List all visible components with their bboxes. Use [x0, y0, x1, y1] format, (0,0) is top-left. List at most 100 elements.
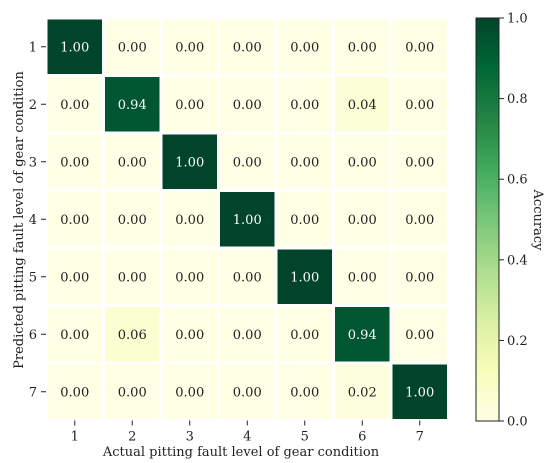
cell-value-label: 1.00 [290, 270, 319, 285]
cell-value-label: 0.00 [233, 270, 262, 285]
heatmap-cell-r4-c3 [162, 192, 217, 247]
heatmap-cell-r1-c5 [277, 19, 332, 74]
heatmap-cell-r2-c4 [220, 77, 275, 132]
heatmap-cell-r7-c4 [220, 364, 275, 419]
heatmap-cell-r5-c5 [277, 249, 332, 304]
y-tick-label: 4 [29, 213, 37, 228]
cell-value-label: 1.00 [175, 155, 204, 170]
cell-value-label: 0.04 [348, 98, 377, 113]
cell-value-label: 0.00 [60, 270, 89, 285]
heatmap-cell-r7-c3 [162, 364, 217, 419]
cell-value-label: 0.00 [233, 40, 262, 55]
x-tick-label: 5 [301, 430, 309, 445]
heatmap-cell-r1-c6 [335, 19, 390, 74]
heatmap-cell-r7-c2 [105, 364, 160, 419]
heatmap-cell-r1-c7 [392, 19, 447, 74]
heatmap-cell-r2-c6 [335, 77, 390, 132]
cell-value-label: 0.00 [348, 155, 377, 170]
cell-value-label: 0.00 [405, 40, 434, 55]
heatmap-cell-r7-c7 [392, 364, 447, 419]
cell-value-label: 0.00 [290, 213, 319, 228]
cell-value-label: 0.02 [348, 385, 377, 400]
heatmap-cell-r6-c6 [335, 307, 390, 362]
cell-value-label: 0.00 [175, 98, 204, 113]
x-tick-label: 4 [243, 430, 251, 445]
cell-value-label: 0.00 [290, 385, 319, 400]
cell-value-label: 0.00 [60, 328, 89, 343]
colorbar-tick-label: 1.0 [507, 12, 528, 27]
cell-value-label: 0.00 [348, 213, 377, 228]
cell-value-label: 0.00 [348, 40, 377, 55]
colorbar-label: Accuracy [530, 189, 545, 252]
y-axis-ticks: 1 2 3 4 5 6 7 [29, 40, 46, 400]
heatmap-cell-r3-c1 [47, 134, 102, 189]
heatmap-cell-r6-c5 [277, 307, 332, 362]
x-tick-label: 3 [186, 430, 194, 445]
cell-value-label: 0.00 [290, 328, 319, 343]
cell-value-label: 0.00 [348, 270, 377, 285]
heatmap-cell-r5-c6 [335, 249, 390, 304]
heatmap-cell-r3-c5 [277, 134, 332, 189]
heatmap-cell-r6-c1 [47, 307, 102, 362]
heatmap-cell-r6-c3 [162, 307, 217, 362]
heatmap-cell-r4-c7 [392, 192, 447, 247]
heatmap-cell-r6-c4 [220, 307, 275, 362]
x-axis-label: Actual pitting fault level of gear condi… [102, 445, 380, 460]
heatmap-cell-r2-c7 [392, 77, 447, 132]
cell-value-label: 0.00 [175, 270, 204, 285]
heatmap-cell-r4-c5 [277, 192, 332, 247]
cell-value-label: 0.00 [118, 270, 147, 285]
cell-value-label: 0.00 [405, 270, 434, 285]
heatmap-cell-r4-c2 [105, 192, 160, 247]
cell-value-label: 0.94 [118, 98, 147, 113]
cell-value-label: 0.00 [290, 155, 319, 170]
cell-value-label: 0.00 [60, 155, 89, 170]
y-tick-label: 5 [29, 270, 37, 285]
colorbar-tick-label: 0.2 [507, 334, 528, 349]
x-tick-label: 6 [358, 430, 366, 445]
y-tick-label: 1 [29, 40, 37, 55]
x-tick-label: 2 [128, 430, 136, 445]
cell-value-label: 1.00 [233, 213, 262, 228]
heatmap-cell-r4-c6 [335, 192, 390, 247]
heatmap-cell-r1-c4 [220, 19, 275, 74]
heatmap-cell-r6-c7 [392, 307, 447, 362]
x-tick-label: 1 [71, 430, 79, 445]
cell-value-label: 1.00 [60, 40, 89, 55]
cell-value-label: 0.00 [290, 98, 319, 113]
cell-value-label: 0.00 [118, 40, 147, 55]
heatmap-cell-r3-c3 [162, 134, 217, 189]
heatmap-cell-r3-c2 [105, 134, 160, 189]
cell-value-label: 0.00 [405, 328, 434, 343]
cell-value-label: 0.06 [118, 328, 147, 343]
cell-value-label: 0.00 [175, 328, 204, 343]
colorbar-tick-label: 0.4 [507, 253, 528, 268]
y-tick-label: 6 [29, 328, 37, 343]
cell-value-label: 0.00 [60, 385, 89, 400]
cell-value-label: 0.00 [118, 155, 147, 170]
y-tick-label: 3 [29, 155, 37, 170]
heatmap-cell-r5-c3 [162, 249, 217, 304]
cell-value-label: 0.00 [118, 213, 147, 228]
cell-value-label: 0.00 [405, 98, 434, 113]
heatmap-cell-r2-c3 [162, 77, 217, 132]
heatmap-cell-r5-c1 [47, 249, 102, 304]
heatmap-cell-r7-c6 [335, 364, 390, 419]
heatmap-cell-r1-c3 [162, 19, 217, 74]
cell-value-label: 0.00 [405, 213, 434, 228]
heatmap-cell-r5-c4 [220, 249, 275, 304]
heatmap-cell-r2-c2 [105, 77, 160, 132]
heatmap-cell-r1-c2 [105, 19, 160, 74]
heatmap-cell-r4-c4 [220, 192, 275, 247]
heatmap-cell-r2-c1 [47, 77, 102, 132]
heatmap-cell-r4-c1 [47, 192, 102, 247]
x-tick-label: 7 [416, 430, 424, 445]
cell-value-label: 0.00 [233, 328, 262, 343]
colorbar-tick-label: 0.0 [507, 415, 528, 430]
heatmap-cell-r7-c5 [277, 364, 332, 419]
y-tick-label: 7 [29, 385, 37, 400]
heatmap-cell-r6-c2 [105, 307, 160, 362]
cell-value-label: 0.00 [175, 385, 204, 400]
colorbar-tick-label: 0.6 [507, 173, 528, 188]
